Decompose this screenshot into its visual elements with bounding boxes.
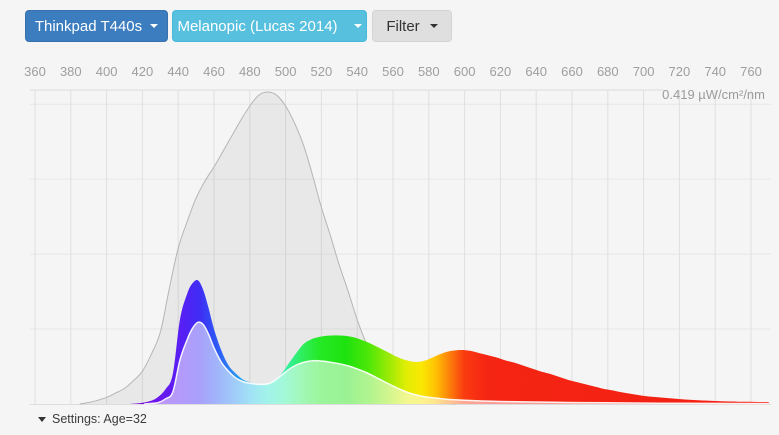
- x-tick-label: 360: [24, 64, 46, 79]
- x-tick-label: 560: [382, 64, 404, 79]
- x-tick-label: 380: [60, 64, 82, 79]
- x-tick-label: 600: [454, 64, 476, 79]
- x-tick-label: 440: [167, 64, 189, 79]
- light-source-dropdown[interactable]: Thinkpad T440s: [25, 10, 168, 42]
- light-source-dropdown-label: Thinkpad T440s: [34, 17, 143, 35]
- response-curve-dropdown[interactable]: Melanopic (Lucas 2014): [172, 10, 367, 42]
- x-tick-label: 740: [704, 64, 726, 79]
- filter-dropdown-label: Filter: [386, 17, 420, 35]
- x-tick-label: 460: [203, 64, 225, 79]
- x-tick-label: 640: [525, 64, 547, 79]
- y-axis-max-label: 0.419 µW/cm²/nm: [662, 87, 765, 102]
- chevron-down-icon: [353, 24, 362, 28]
- response-curve-dropdown-label: Melanopic (Lucas 2014): [177, 17, 338, 35]
- settings-label: Settings: Age=32: [52, 412, 147, 426]
- x-tick-label: 500: [275, 64, 297, 79]
- x-tick-label: 760: [740, 64, 762, 79]
- x-tick-label: 520: [311, 64, 333, 79]
- melanopic-curve-area: [79, 92, 456, 404]
- x-tick-label: 580: [418, 64, 440, 79]
- x-tick-label: 680: [597, 64, 619, 79]
- x-tick-label: 400: [96, 64, 118, 79]
- x-tick-label: 540: [346, 64, 368, 79]
- x-tick-label: 480: [239, 64, 261, 79]
- x-tick-label: 720: [669, 64, 691, 79]
- chevron-down-icon: [38, 416, 46, 422]
- x-tick-label: 420: [132, 64, 154, 79]
- x-tick-label: 620: [490, 64, 512, 79]
- chevron-down-icon: [429, 24, 438, 28]
- weighted-spectrum-outline: [144, 321, 769, 405]
- weighted-spectrum-curve: [144, 322, 769, 404]
- settings-toggle[interactable]: Settings: Age=32: [38, 412, 147, 426]
- filter-dropdown[interactable]: Filter: [372, 10, 452, 42]
- chevron-down-icon: [150, 24, 159, 28]
- x-tick-label: 700: [633, 64, 655, 79]
- x-tick-label: 660: [561, 64, 583, 79]
